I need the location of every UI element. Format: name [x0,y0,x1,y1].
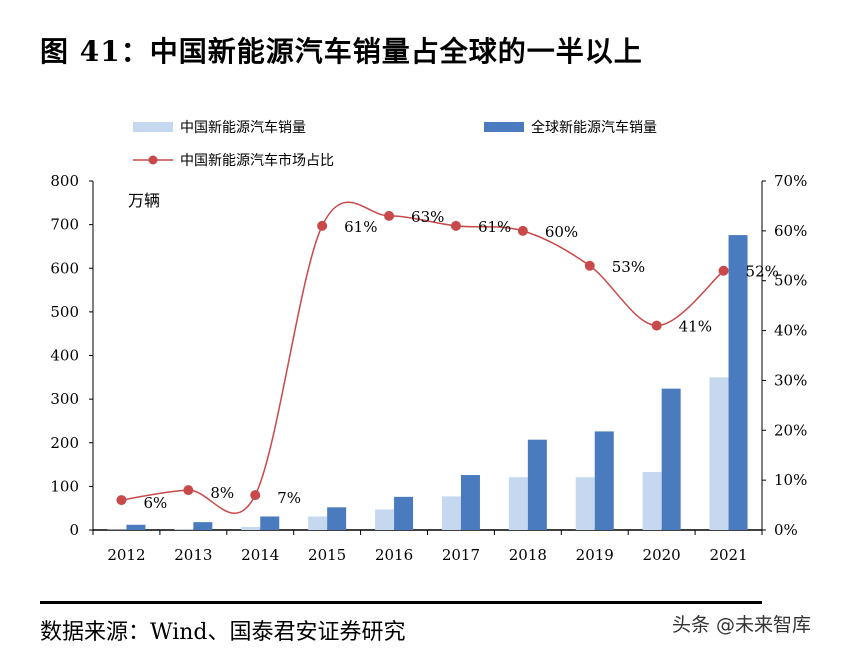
legend-label-global: 全球新能源汽车销量 [531,119,657,136]
bar-global-2018 [527,439,547,530]
share-label-2014: 7% [277,489,301,507]
bar-china-2017 [441,496,461,530]
share-label-2020: 41% [679,318,712,336]
share-line [121,201,725,514]
right-tick-label: 10% [774,471,807,489]
right-tick-label: 40% [774,322,807,340]
left-tick-label: 400 [50,347,79,365]
left-tick-label: 200 [50,434,79,452]
share-point-2019 [584,260,595,271]
share-point-2020 [651,320,662,331]
bar-global-2021 [728,235,748,530]
x-tick-label: 2019 [576,546,614,564]
bar-china-2018 [508,477,528,530]
right-tick-label: 60% [774,222,807,240]
bar-global-2017 [460,475,480,530]
bar-china-2021 [709,377,729,530]
left-tick-label: 700 [50,216,79,234]
x-tick-label: 2016 [375,546,413,564]
bar-china-2013 [174,529,194,530]
x-tick-label: 2020 [643,546,681,564]
share-label-2018: 60% [545,223,578,241]
x-tick-label: 2012 [107,546,145,564]
legend-marker-share [148,155,158,165]
share-label-2015: 61% [344,218,377,236]
left-tick-label: 300 [50,390,79,408]
left-tick-label: 100 [50,477,79,495]
share-label-2017: 61% [478,218,511,236]
legend-label-share: 中国新能源汽车市场占比 [180,152,334,169]
bar-global-2016 [394,496,414,530]
right-tick-label: 30% [774,371,807,389]
bar-global-2020 [661,388,681,530]
share-point-2018 [517,225,528,236]
bar-china-2020 [642,471,662,530]
share-label-2013: 8% [210,484,234,502]
bar-global-2014 [260,516,280,530]
legend-swatch-china [133,122,173,132]
bar-china-2015 [308,516,328,530]
right-tick-label: 0% [774,521,798,539]
left-tick-label: 0 [69,521,79,539]
share-point-2016 [384,210,395,221]
figure-title: 图 41：中国新能源汽车销量占全球的一半以上 [40,35,643,68]
legend-label-china: 中国新能源汽车销量 [180,119,306,136]
share-point-2012 [116,495,127,506]
share-point-2015 [317,220,328,231]
divider [40,601,762,604]
right-tick-label: 50% [774,272,807,290]
share-label-2021: 52% [746,263,779,281]
watermark: 头条 @未来智库 [672,614,812,636]
bar-global-2013 [193,522,213,530]
right-tick-label: 20% [774,421,807,439]
unit-label: 万辆 [128,191,160,210]
left-tick-label: 800 [50,172,79,190]
left-tick-label: 500 [50,303,79,321]
x-tick-label: 2021 [709,546,747,564]
source-note: 数据来源：Wind、国泰君安证券研究 [40,620,406,645]
bar-china-2016 [375,509,395,530]
share-point-2013 [183,485,194,496]
bar-global-2019 [594,431,614,530]
share-point-2014 [250,490,261,501]
x-tick-label: 2013 [174,546,212,564]
x-tick-label: 2018 [509,546,547,564]
share-label-2019: 53% [612,258,645,276]
share-label-2016: 63% [411,208,444,226]
bar-china-2014 [241,526,261,530]
left-tick-label: 600 [50,259,79,277]
share-point-2017 [450,220,461,231]
bar-china-2019 [575,477,595,530]
share-label-2012: 6% [143,494,167,512]
bar-global-2015 [327,507,347,530]
x-tick-label: 2017 [442,546,480,564]
legend-swatch-global [484,122,524,132]
x-tick-label: 2014 [241,546,279,564]
x-tick-label: 2015 [308,546,346,564]
bar-global-2012 [126,524,146,530]
right-tick-label: 70% [774,172,807,190]
share-point-2021 [718,265,729,276]
